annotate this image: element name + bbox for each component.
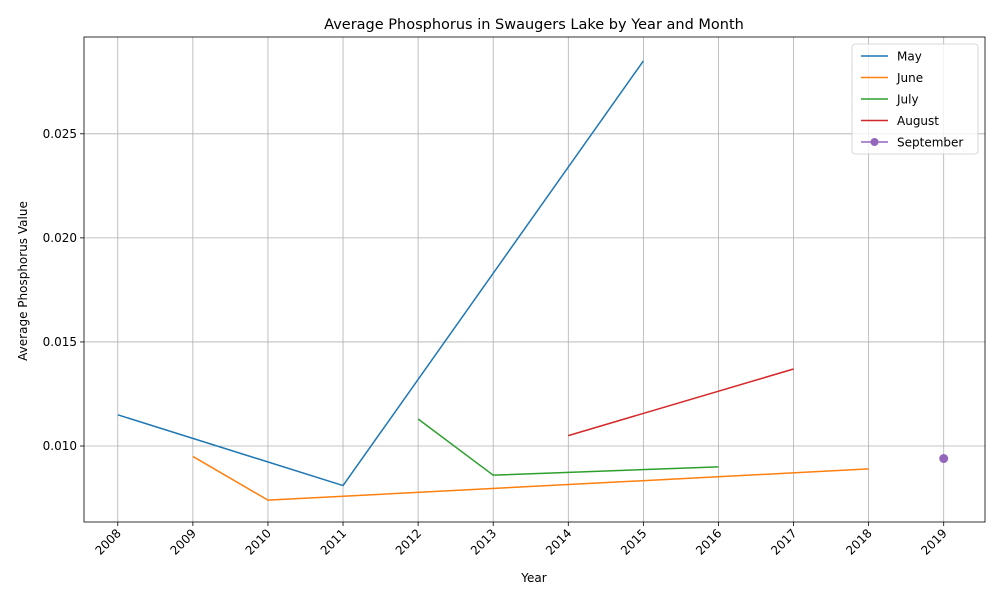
series-group [117,60,949,501]
y-axis-title: Average Phosphorus Value [16,201,30,361]
legend-box [851,43,979,155]
legend-marker-september [870,138,879,146]
y-tick-label: 0.015 [43,335,77,349]
legend-label-august: August [897,114,939,128]
y-tick-label: 0.020 [43,231,77,245]
y-tick-label: 0.010 [43,439,77,453]
series-line-august [568,368,794,437]
legend-label-june: June [896,71,923,85]
y-tick-label: 0.025 [43,127,77,141]
legend-label-july: July [896,93,919,107]
legend-label-september: September [897,136,963,150]
legend: May June July August September [851,43,979,155]
y-axis: 0.010 0.015 0.020 0.025 [43,127,84,453]
series-point-september [939,454,949,464]
plot-frame [83,36,986,523]
legend-label-may: May [897,50,922,64]
series-line-june [192,455,869,501]
x-axis-title: Year [520,571,546,585]
chart-title: Average Phosphorus in Swaugers Lake by Y… [324,17,744,33]
series-line-july [417,418,719,476]
series-line-may [117,60,644,487]
